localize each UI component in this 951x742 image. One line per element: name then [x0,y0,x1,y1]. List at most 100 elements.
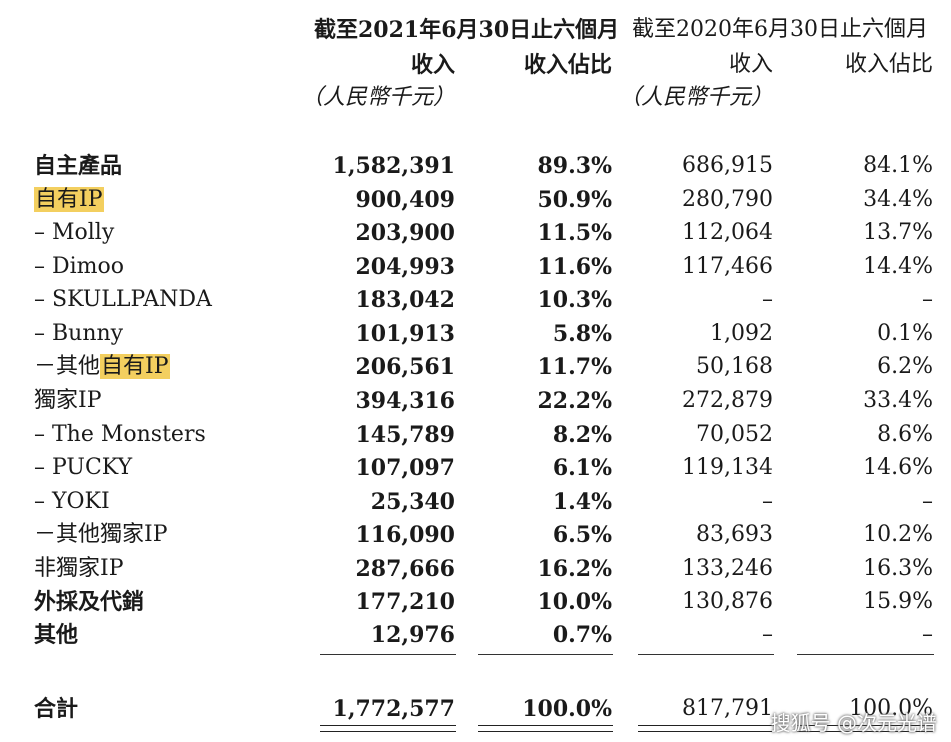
pct-2021: 10.0% [537,589,613,615]
rev-2021: 1,582,391 [332,153,455,179]
table-row: – Dimoo 204,993 11.6% 117,466 14.4% [0,251,951,283]
rev-2021: 116,090 [355,522,455,548]
row-label: 自有IP [34,184,104,216]
total-double-rule [478,725,613,732]
rev-2021: 287,666 [355,556,455,582]
revenue-2020-header: 收入 [728,52,773,77]
rev-2020: – [762,622,773,647]
row-label: 獨家IP [34,388,102,413]
pct-2021: 16.2% [537,556,613,582]
pct-2020: 13.7% [863,220,933,245]
unit-2021: （人民幣千元） [300,85,455,110]
pct-2021: 0.7% [552,622,612,648]
row-label: 非獨家IP [34,556,124,581]
pct-2020: 6.2% [877,354,933,379]
pct-2021: 11.5% [537,220,613,246]
table-row: – Molly 203,900 11.5% 112,064 13.7% [0,217,951,249]
pct-2021: 6.5% [552,522,612,548]
pct-2020: – [922,622,933,647]
rev-2021: 900,409 [355,186,455,213]
period-2020-header: 截至2020年6月30日止六個月 [632,17,928,42]
row-label: －其他自有IP [34,351,170,383]
pct-2020: 33.4% [863,388,933,413]
pct-2021: 10.3% [537,287,613,313]
total-double-rule [638,725,774,732]
rev-2020: – [762,287,773,312]
pct-2021: 50.9% [537,186,613,213]
pct-2020: 0.1% [877,321,933,346]
row-label: – SKULLPANDA [34,287,212,312]
row-label: – Bunny [34,321,124,346]
pct-2020: 14.6% [863,455,933,480]
pct-2021: 11.7% [537,354,613,380]
total-double-rule [320,725,456,732]
row-label: – Molly [34,220,115,245]
table-row: – Bunny 101,913 5.8% 1,092 0.1% [0,318,951,350]
subtotal-rule [478,654,613,655]
total-rev-2021: 1,772,577 [332,696,455,722]
table-row: 獨家IP 394,316 22.2% 272,879 33.4% [0,385,951,417]
rev-2020: 112,064 [682,220,773,245]
table-row: －其他獨家IP 116,090 6.5% 83,693 10.2% [0,519,951,551]
table-row: – The Monsters 145,789 8.2% 70,052 8.6% [0,419,951,451]
rev-2020: 83,693 [696,522,773,547]
watermark: 搜狐号 @次元光谱 [770,711,937,735]
table-row: 非獨家IP 287,666 16.2% 133,246 16.3% [0,553,951,585]
share-2021-header: 收入佔比 [523,52,612,78]
row-label: – PUCKY [34,455,133,480]
rev-2021: 183,042 [355,287,455,313]
table-row: －其他自有IP 206,561 11.7% 50,168 6.2% [0,351,951,383]
total-double-rule [797,725,934,732]
pct-2020: 84.1% [863,153,933,178]
rev-2021: 204,993 [355,253,455,280]
pct-2020: 8.6% [877,422,933,447]
rev-2020: 1,092 [710,321,773,346]
share-2020-header: 收入佔比 [844,52,933,77]
row-label: – YOKI [34,489,110,514]
rev-2020: 50,168 [696,354,773,379]
subtotal-rule [638,654,774,655]
pct-2021: 6.1% [552,455,612,481]
rev-2020: – [762,489,773,514]
pct-2020: 15.9% [863,589,933,614]
row-label: 自主產品 [34,153,123,179]
subtotal-rule [320,654,456,655]
table-row: – PUCKY 107,097 6.1% 119,134 14.6% [0,452,951,484]
pct-2021: 89.3% [537,153,613,179]
rev-2021: 25,340 [370,489,455,515]
rev-2020: 130,876 [682,589,773,614]
rev-2021: 203,900 [355,220,455,246]
rev-2021: 107,097 [355,455,455,481]
pct-2020: 14.4% [863,253,933,279]
pct-2021: 5.8% [552,321,612,347]
row-label: 外採及代銷 [34,589,145,615]
rev-2020: 272,879 [682,388,773,413]
total-row: 合計 1,772,577 100.0% 817,791 100.0% [0,693,951,725]
revenue-2021-header: 收入 [410,52,455,78]
period-2021-header: 截至2021年6月30日止六個月 [314,17,620,43]
total-pct-2020: 100.0% [849,696,933,721]
highlighted-label: 自有IP [100,354,170,379]
subtotal-rule [797,654,934,655]
row-label: – The Monsters [34,422,206,447]
highlighted-label: 自有IP [34,186,104,212]
pct-2020: – [922,489,933,514]
pct-2020: 16.3% [863,556,933,581]
rev-2020: 686,915 [682,153,773,178]
table-row: – YOKI 25,340 1.4% – – [0,486,951,518]
pct-2020: 34.4% [863,186,933,212]
row-label: – Dimoo [34,253,125,279]
pct-2021: 11.6% [537,253,613,280]
table-row: 自主產品 1,582,391 89.3% 686,915 84.1% [0,150,951,182]
total-pct-2021: 100.0% [522,696,612,722]
rev-2020: 133,246 [682,556,773,581]
row-label-prefix: －其他 [34,354,101,379]
rev-2021: 206,561 [355,354,455,380]
rev-2020: 70,052 [696,422,773,447]
rev-2021: 12,976 [370,622,455,648]
pct-2021: 1.4% [552,489,612,515]
rev-2021: 177,210 [355,589,455,615]
pct-2021: 8.2% [552,422,612,448]
total-label: 合計 [34,696,79,722]
pct-2021: 22.2% [537,388,613,414]
